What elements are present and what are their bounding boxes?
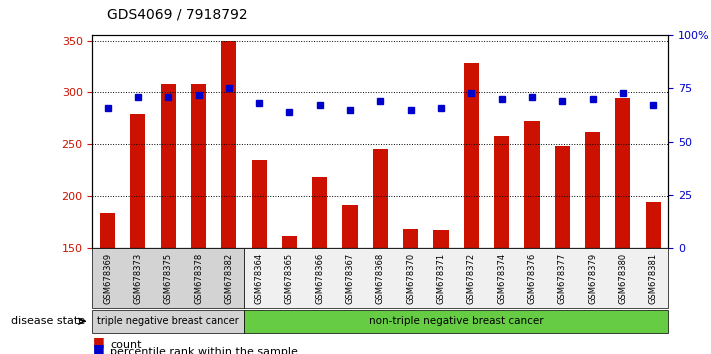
Text: GSM678371: GSM678371 <box>437 253 446 304</box>
Text: count: count <box>110 340 141 350</box>
Bar <box>494 136 509 248</box>
Text: GSM678379: GSM678379 <box>588 253 597 304</box>
Bar <box>282 236 297 248</box>
Text: GSM678368: GSM678368 <box>376 253 385 304</box>
Text: GSM678381: GSM678381 <box>648 253 658 304</box>
Bar <box>130 114 146 248</box>
Bar <box>615 98 631 248</box>
Bar <box>191 84 206 248</box>
Bar <box>434 230 449 248</box>
Bar <box>312 177 327 248</box>
Bar <box>585 132 600 248</box>
Text: GSM678366: GSM678366 <box>315 253 324 304</box>
Bar <box>161 84 176 248</box>
Text: GSM678372: GSM678372 <box>467 253 476 304</box>
Text: triple negative breast cancer: triple negative breast cancer <box>97 316 239 326</box>
Text: GSM678377: GSM678377 <box>557 253 567 304</box>
Bar <box>252 160 267 248</box>
Bar <box>464 63 479 248</box>
Text: GSM678364: GSM678364 <box>255 253 264 304</box>
Bar <box>403 229 418 248</box>
Text: GDS4069 / 7918792: GDS4069 / 7918792 <box>107 7 247 21</box>
Text: percentile rank within the sample: percentile rank within the sample <box>110 347 298 354</box>
Text: GSM678367: GSM678367 <box>346 253 355 304</box>
Bar <box>646 202 661 248</box>
Bar <box>555 146 570 248</box>
Bar <box>373 149 388 248</box>
Text: GSM678374: GSM678374 <box>497 253 506 304</box>
Text: GSM678365: GSM678365 <box>285 253 294 304</box>
Bar <box>343 205 358 248</box>
Text: GSM678380: GSM678380 <box>619 253 627 304</box>
Text: GSM678376: GSM678376 <box>528 253 536 304</box>
Text: GSM678378: GSM678378 <box>194 253 203 304</box>
Text: non-triple negative breast cancer: non-triple negative breast cancer <box>369 316 543 326</box>
Text: ■: ■ <box>92 335 105 348</box>
Bar <box>100 212 115 248</box>
Text: GSM678370: GSM678370 <box>406 253 415 304</box>
Text: disease state: disease state <box>11 316 85 326</box>
Text: ■: ■ <box>92 342 105 354</box>
Text: GSM678373: GSM678373 <box>134 253 142 304</box>
Text: GSM678375: GSM678375 <box>164 253 173 304</box>
Bar <box>524 121 540 248</box>
Text: GSM678382: GSM678382 <box>225 253 233 304</box>
Text: GSM678369: GSM678369 <box>103 253 112 304</box>
Bar <box>221 41 236 248</box>
